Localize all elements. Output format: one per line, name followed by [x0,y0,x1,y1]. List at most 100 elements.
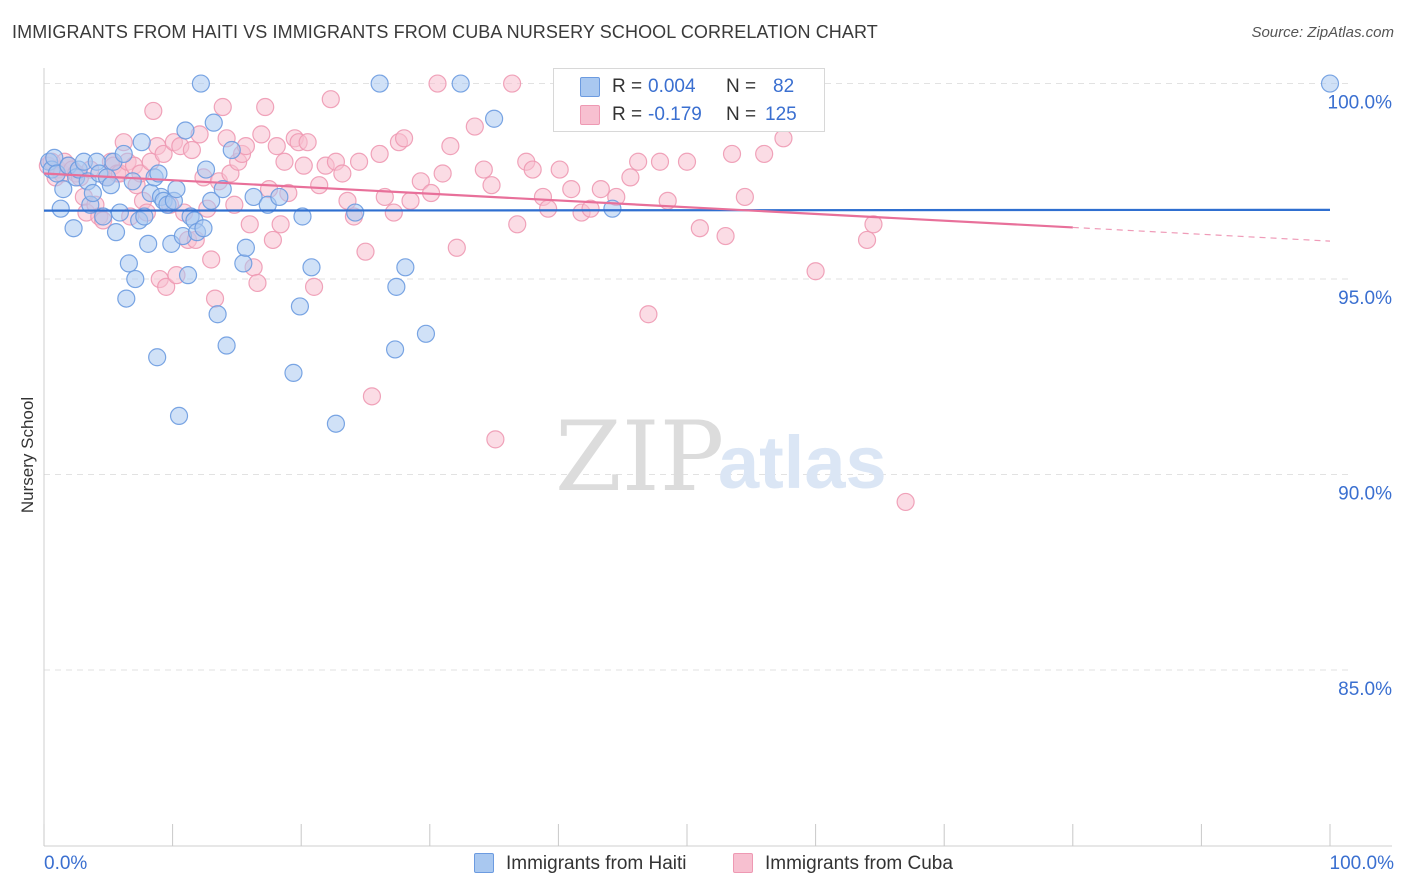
cuba-point [256,97,275,117]
haiti-point [370,74,389,93]
cuba-point [202,250,221,269]
y-tick-label: 85.0% [1338,679,1392,700]
cuba-point [629,152,648,171]
trend-line-cuba-extension [1072,226,1331,242]
haiti-point [196,160,216,179]
legend-r-label: R = [612,104,643,125]
cuba-point [677,152,697,171]
cuba-point [716,226,735,246]
cuba-point [503,74,522,93]
haiti-point [123,172,142,191]
cuba-point [356,242,375,261]
haiti-point [346,203,365,222]
legend-n-label: N = [726,76,757,97]
cuba-point [294,156,313,175]
cuba-point [857,230,877,250]
haiti-point [148,348,167,367]
y-tick-label: 95.0% [1338,288,1392,309]
haiti-point [302,258,321,277]
cuba-point [428,74,447,93]
cuba-point [806,262,825,281]
cuba-point [362,387,382,406]
haiti-point [178,266,198,285]
legend-row-haiti: R = 0.004 N = 82 [554,73,824,101]
cuba-point [275,152,294,171]
cuba-point [298,133,317,152]
cuba-point [864,215,883,234]
watermark: ZIP atlas [555,401,887,513]
haiti-point [244,187,263,207]
haiti-point [385,340,405,359]
haiti-point [208,305,227,324]
cuba-point [523,160,542,179]
haiti-point [270,187,289,207]
watermark-zip: ZIP [555,401,724,513]
x-tick-label-min: 0.0% [44,853,87,874]
haiti-point [202,191,221,210]
cuba-point [465,117,484,136]
axes [43,68,1392,847]
x-tick-label-max: 100.0% [1330,853,1395,874]
cuba-point [248,273,267,293]
haiti-point [54,180,73,199]
legend-label-haiti: Immigrants from Haiti [506,853,687,874]
cuba-point [263,230,283,250]
cuba-point [722,144,742,164]
cuba-point [591,180,610,199]
haiti-point [135,207,154,226]
haiti-point [213,180,232,199]
haiti-point [485,109,504,128]
cuba-point [157,277,176,296]
cuba-point [735,187,754,207]
y-tick-label: 90.0% [1338,484,1392,505]
haiti-point [106,223,126,242]
haiti-point [169,406,189,425]
series-legend: Immigrants from Haiti Immigrants from Cu… [0,852,1406,876]
cuba-point [896,492,915,512]
legend-swatch-cuba [733,853,753,873]
cuba-point [310,176,329,195]
haiti-point [94,207,113,226]
haiti-point [117,289,136,308]
haiti-point [119,254,138,273]
chart-title: IMMIGRANTS FROM HAITI VS IMMIGRANTS FROM… [12,22,878,42]
legend-swatch-haiti [580,77,600,97]
cuba-point [144,101,163,121]
haiti-point [234,254,253,273]
watermark-atlas: atlas [718,421,887,504]
haiti-point [51,199,70,218]
cuba-point [384,203,403,222]
haiti-point [101,176,120,195]
cuba-point [182,140,201,160]
grid-lines [44,83,1350,671]
cuba-point [441,137,460,156]
series-haiti-points [40,74,1340,433]
cuba-point [252,125,271,144]
cuba-point [539,199,558,218]
cuba-point [690,219,709,238]
haiti-point [387,277,406,296]
haiti-point [110,203,129,222]
cuba-point [774,129,793,148]
cuba-point [154,144,173,164]
cuba-point [474,160,493,179]
haiti-point [132,133,151,152]
haiti-point [326,414,346,433]
y-tick-label: 100.0% [1328,93,1393,114]
legend-n-label: N = [726,104,757,125]
haiti-point [217,336,236,355]
haiti-point [126,269,145,289]
haiti-point [176,121,195,140]
cuba-point [639,305,658,324]
haiti-point [416,324,436,343]
cuba-point [482,176,501,195]
legend-n-value-haiti: 82 [773,76,795,97]
haiti-point [139,234,158,253]
legend-r-value-cuba: -0.179 [648,104,702,125]
haiti-point [149,164,168,183]
legend-n-value-cuba: 125 [765,104,797,125]
haiti-point [114,144,133,164]
cuba-point [213,97,232,117]
cuba-point [411,172,430,191]
